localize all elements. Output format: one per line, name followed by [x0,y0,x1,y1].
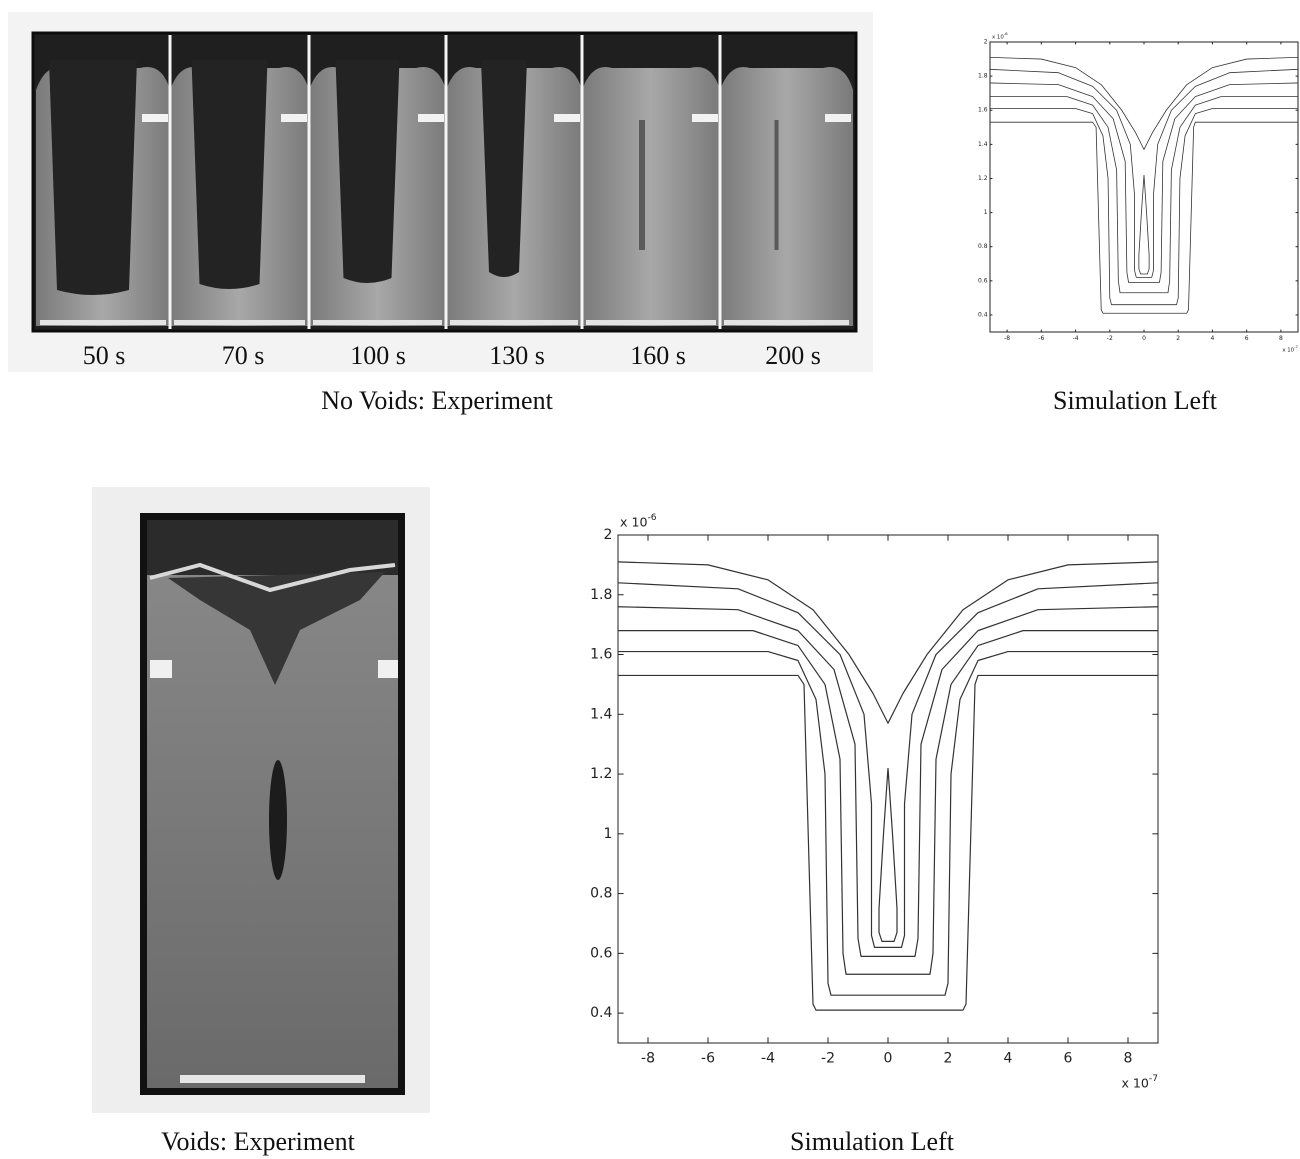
y-tick-label: 2 [603,527,612,543]
y-tick-label: 2 [984,39,988,46]
bottom-edge [586,320,716,325]
seam [775,120,779,250]
y-tick-label: 1.6 [590,647,612,663]
bottom-edge [724,320,849,325]
caption: Simulation Left [1053,386,1218,415]
void-top [147,520,398,575]
x-tick-label: 2 [944,1050,953,1066]
bottom-edge [40,320,166,325]
bright-cap [142,114,168,122]
x-tick-label: -2 [1107,335,1113,342]
y-multiplier: x 10-6 [992,31,1008,40]
caption: Voids: Experiment [161,1127,356,1156]
y-multiplier-exponent: -6 [1004,31,1008,36]
plot-area [618,535,1158,1043]
x-tick-label: -6 [701,1050,715,1066]
x-multiplier: x 10-7 [1282,344,1298,353]
caption: Simulation Left [790,1127,955,1156]
time-label: 100 s [350,341,406,370]
bright-cap [150,660,172,678]
y-tick-label: 1.2 [590,766,612,782]
x-tick-label: 0 [1142,335,1146,342]
sem-image-no-voids [8,12,873,372]
caption: No Voids: Experiment [321,386,553,415]
bottom-edge [450,320,578,325]
trench [49,60,137,295]
y-tick-label: 0.8 [590,886,612,902]
x-multiplier: x 10-7 [1121,1074,1158,1091]
x-tick-label: 6 [1245,335,1249,342]
x-tick-label: 4 [1211,335,1215,342]
x-tick-label: -2 [821,1050,835,1066]
simulation-chart: 0.4 0.6 0.8 1 1.2 1.4 1.6 1.8 2 -8 -6 -4 -2 0 2 4 6 8 x 10… [978,31,1298,353]
y-tick-label: 1.8 [978,73,988,80]
time-label: 200 s [765,341,821,370]
x-tick-label: 8 [1279,335,1283,342]
bright-cap [554,114,580,122]
y-tick-label: 0.4 [590,1005,612,1021]
void [269,760,287,880]
bright-cap [825,114,851,122]
trench [336,60,400,283]
y-multiplier: x 10-6 [620,512,657,529]
bright-cap [281,114,307,122]
bright-cap [418,114,444,122]
time-label: 130 s [489,341,545,370]
bottom-edge [174,320,305,325]
y-tick-label: 1 [984,209,988,216]
deposit [582,67,720,326]
x-tick-label: -4 [761,1050,775,1066]
x-multiplier-base: x 10 [1282,347,1294,353]
x-tick-label: 8 [1124,1050,1133,1066]
x-tick-label: -8 [641,1050,655,1066]
trench [192,60,268,289]
y-tick-label: 1.2 [978,175,988,182]
y-tick-label: 0.6 [590,945,612,961]
bright-cap [378,660,398,678]
x-multiplier-exponent: -7 [1294,344,1298,349]
x-tick-label: -4 [1073,335,1079,342]
y-tick-label: 0.8 [978,243,988,250]
bottom-edge [180,1075,365,1083]
y-tick-label: 1.4 [978,141,988,148]
y-tick-label: 0.6 [978,277,988,284]
x-multiplier-exponent: -7 [1149,1074,1158,1084]
x-tick-label: -6 [1038,335,1044,342]
sem-image-voids [92,487,430,1113]
seam [639,120,645,250]
y-tick-label: 0.4 [978,311,988,318]
plot-area [990,42,1298,332]
x-tick-label: -8 [1004,335,1010,342]
time-label: 160 s [630,341,686,370]
x-tick-label: 0 [884,1050,893,1066]
time-label: 50 s [83,341,126,370]
bottom-edge [313,320,442,325]
y-tick-label: 1 [603,826,612,842]
page: No Voids: Experiment Voids: Experiment 5… [0,0,1300,1159]
y-multiplier-base: x 10 [620,514,647,529]
y-multiplier-base: x 10 [992,34,1004,40]
x-tick-label: 2 [1176,335,1180,342]
simulation-chart: 0.4 0.6 0.8 1 1.2 1.4 1.6 1.8 2 -8 -6 -4 -2 0 2 4 6 8 x 10… [590,512,1158,1090]
time-label: 70 s [222,341,265,370]
x-tick-label: 4 [1004,1050,1013,1066]
y-tick-label: 1.4 [590,706,612,722]
y-tick-label: 1.6 [978,107,988,114]
y-multiplier-exponent: -6 [647,512,656,522]
y-tick-label: 1.8 [590,587,612,603]
deposit [720,67,853,326]
x-tick-label: 6 [1064,1050,1073,1066]
bright-cap [692,114,718,122]
figure: No Voids: Experiment Voids: Experiment 5… [0,0,1300,1159]
x-multiplier-base: x 10 [1121,1075,1148,1090]
